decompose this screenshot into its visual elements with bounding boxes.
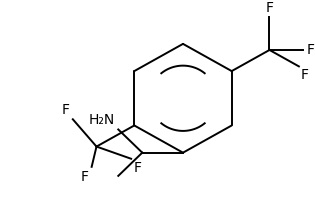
Text: F: F <box>266 1 273 15</box>
Text: F: F <box>81 170 89 184</box>
Text: F: F <box>301 68 309 82</box>
Text: F: F <box>306 43 314 57</box>
Text: F: F <box>62 103 70 117</box>
Text: H₂N: H₂N <box>89 113 115 127</box>
Text: F: F <box>134 161 142 175</box>
